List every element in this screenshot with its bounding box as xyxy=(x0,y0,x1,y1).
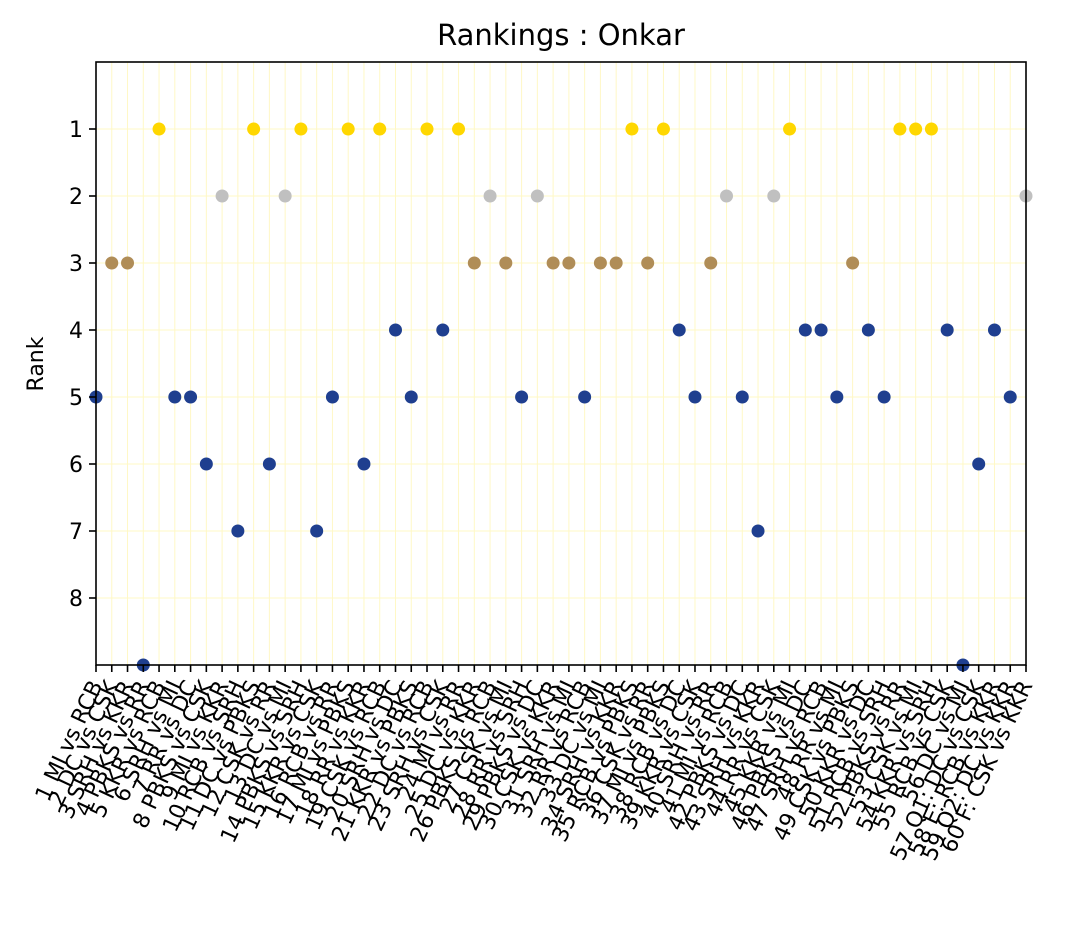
data-point xyxy=(294,122,308,136)
data-point xyxy=(121,256,135,270)
data-point xyxy=(420,122,434,136)
data-point xyxy=(987,323,1001,337)
data-point xyxy=(278,189,292,203)
data-point xyxy=(972,457,986,471)
data-point xyxy=(404,390,418,404)
data-point xyxy=(357,457,371,471)
data-point xyxy=(625,122,639,136)
data-point xyxy=(924,122,938,136)
data-point xyxy=(893,122,907,136)
data-point xyxy=(1003,390,1017,404)
data-point xyxy=(483,189,497,203)
y-axis: 1 2 3 4 5 6 7 8 xyxy=(69,118,96,612)
data-point xyxy=(341,122,355,136)
data-point xyxy=(672,323,686,337)
data-point xyxy=(184,390,198,404)
data-point xyxy=(688,390,702,404)
data-point xyxy=(830,390,844,404)
data-point xyxy=(751,524,765,538)
plot-frame xyxy=(95,61,1027,666)
data-point xyxy=(798,323,812,337)
data-points xyxy=(89,122,1033,672)
data-point xyxy=(656,122,670,136)
data-point xyxy=(152,122,166,136)
data-point xyxy=(452,122,466,136)
data-point xyxy=(846,256,860,270)
data-point xyxy=(704,256,718,270)
data-point xyxy=(388,323,402,337)
data-point xyxy=(562,256,576,270)
chart-title: Rankings : Onkar xyxy=(437,18,685,52)
data-point xyxy=(767,189,781,203)
y-tick-label: 7 xyxy=(69,520,83,545)
y-tick-label: 8 xyxy=(69,587,83,612)
data-point xyxy=(262,457,276,471)
data-point xyxy=(861,323,875,337)
data-point xyxy=(641,256,655,270)
data-point xyxy=(546,256,560,270)
y-tick-label: 3 xyxy=(69,252,83,277)
data-point xyxy=(499,256,513,270)
y-axis-label: Rank xyxy=(24,336,49,391)
data-point xyxy=(215,189,229,203)
y-tick-label: 1 xyxy=(69,118,83,143)
data-point xyxy=(325,390,339,404)
data-point xyxy=(515,390,529,404)
data-point xyxy=(436,323,450,337)
y-tick-label: 4 xyxy=(69,319,83,344)
data-point xyxy=(247,122,261,136)
data-point xyxy=(105,256,119,270)
data-point xyxy=(783,122,797,136)
data-point xyxy=(814,323,828,337)
data-point xyxy=(578,390,592,404)
data-point xyxy=(593,256,607,270)
y-tick-label: 6 xyxy=(69,453,83,478)
data-point xyxy=(373,122,387,136)
data-point xyxy=(168,390,182,404)
data-point xyxy=(310,524,324,538)
data-point xyxy=(735,390,749,404)
data-point xyxy=(877,390,891,404)
data-point xyxy=(909,122,923,136)
data-point xyxy=(199,457,213,471)
y-tick-label: 5 xyxy=(69,386,83,411)
y-tick-label: 2 xyxy=(69,185,83,210)
data-point xyxy=(530,189,544,203)
grid-lines xyxy=(95,62,1027,665)
data-point xyxy=(940,323,954,337)
data-point xyxy=(231,524,245,538)
data-point xyxy=(720,189,734,203)
data-point xyxy=(467,256,481,270)
data-point xyxy=(609,256,623,270)
